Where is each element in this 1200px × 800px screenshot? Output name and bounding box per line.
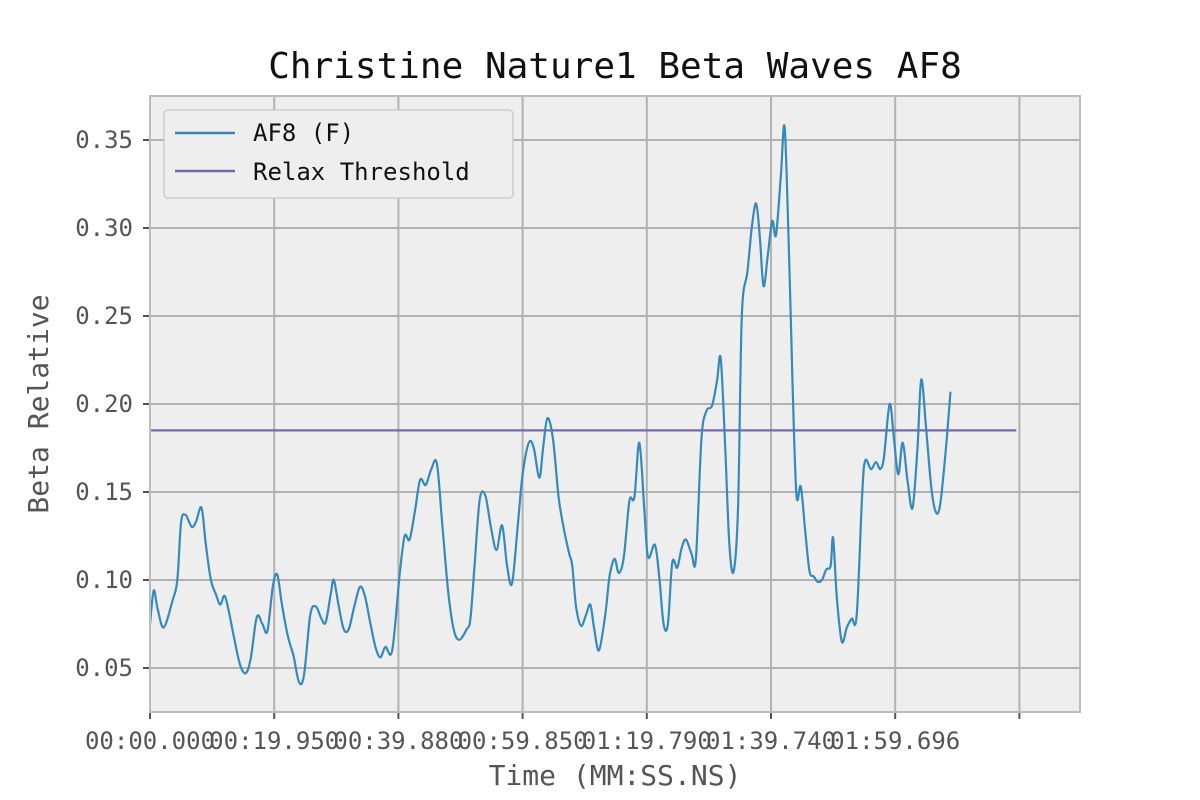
y-tick-label: 0.35 xyxy=(75,126,133,154)
chart-title: Christine Nature1 Beta Waves AF8 xyxy=(268,46,962,87)
y-tick-label: 0.05 xyxy=(75,654,133,682)
series-layer xyxy=(148,124,1017,686)
y-axis-ticks: 0.05 0.10 0.15 0.20 0.25 0.30 0.35 xyxy=(75,126,150,682)
series-line-af8 xyxy=(148,124,952,686)
x-tick-label: 01:39.740 xyxy=(706,727,836,755)
legend-label-relax-threshold: Relax Threshold xyxy=(253,158,470,186)
x-tick-label: 00:39.880 xyxy=(333,727,463,755)
legend-box xyxy=(163,109,514,199)
y-tick-label: 0.25 xyxy=(75,302,133,330)
x-tick-label: 01:19.790 xyxy=(582,727,712,755)
legend: AF8 (F) Relax Threshold xyxy=(163,109,514,199)
x-axis-ticks: 00:00.00000:19.95000:39.88000:59.85001:1… xyxy=(85,712,1021,755)
x-tick-label: 00:19.950 xyxy=(209,727,339,755)
x-tick-label: 00:00.000 xyxy=(85,727,215,755)
x-tick-label: 00:59.850 xyxy=(458,727,588,755)
y-tick-label: 0.20 xyxy=(75,390,133,418)
plot-frame xyxy=(149,95,1081,713)
x-axis-label: Time (MM:SS.NS) xyxy=(489,759,742,792)
x-tick-label: 01:59.696 xyxy=(830,727,960,755)
legend-label-af8: AF8 (F) xyxy=(253,119,354,147)
y-axis-label: Beta Relative xyxy=(22,294,55,513)
y-tick-label: 0.10 xyxy=(75,566,133,594)
y-tick-label: 0.15 xyxy=(75,478,133,506)
y-tick-label: 0.30 xyxy=(75,214,133,242)
